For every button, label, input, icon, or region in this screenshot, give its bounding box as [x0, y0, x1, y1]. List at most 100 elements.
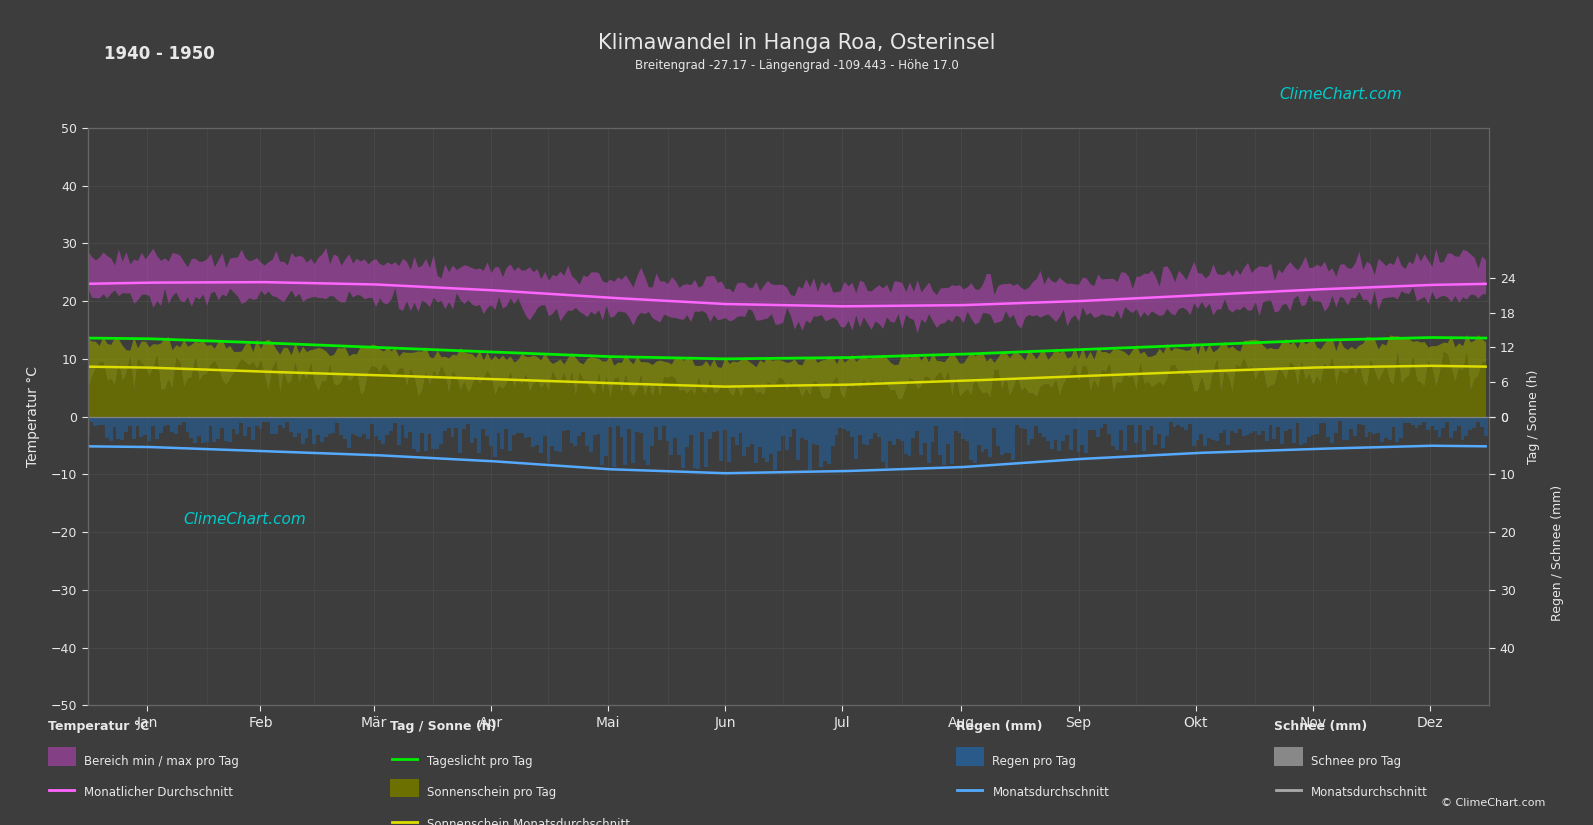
Bar	[674, 417, 677, 437]
Bar	[174, 417, 178, 434]
Bar	[650, 417, 655, 446]
Bar	[405, 417, 408, 437]
Bar	[94, 417, 97, 426]
Text: Monatlicher Durchschnitt: Monatlicher Durchschnitt	[84, 786, 234, 799]
Bar	[500, 417, 505, 449]
Bar	[766, 417, 769, 462]
Bar	[413, 417, 416, 449]
Bar	[1007, 417, 1012, 453]
Bar	[824, 417, 827, 460]
Bar	[551, 417, 554, 446]
Bar	[804, 417, 808, 440]
Bar	[1061, 417, 1066, 441]
Bar	[811, 417, 816, 444]
Bar	[1426, 417, 1431, 430]
Bar	[701, 417, 704, 432]
Bar	[1418, 417, 1423, 426]
Bar	[623, 417, 628, 465]
Bar	[1066, 417, 1069, 435]
Bar	[89, 417, 94, 422]
Bar	[443, 417, 446, 431]
Bar	[492, 417, 497, 457]
Bar	[1142, 417, 1145, 451]
Bar	[1338, 417, 1341, 422]
Bar	[865, 417, 870, 446]
Bar	[1172, 417, 1177, 427]
Bar	[1188, 417, 1192, 424]
Bar	[105, 417, 108, 438]
Bar	[1357, 417, 1360, 424]
Bar	[323, 417, 328, 437]
Bar	[511, 417, 516, 435]
Bar	[451, 417, 454, 437]
Bar	[892, 417, 897, 445]
Bar	[573, 417, 577, 446]
Bar	[677, 417, 680, 455]
Bar	[1276, 417, 1281, 427]
Bar	[1411, 417, 1415, 425]
Bar	[884, 417, 889, 468]
Bar	[712, 417, 715, 431]
Bar	[688, 417, 693, 435]
Bar	[854, 417, 857, 460]
Bar	[1380, 417, 1384, 441]
Bar	[1184, 417, 1188, 430]
Bar	[628, 417, 631, 429]
Bar	[342, 417, 347, 440]
Bar	[516, 417, 519, 433]
Bar	[1015, 417, 1020, 425]
Bar	[389, 417, 393, 431]
Bar	[1322, 417, 1327, 423]
Bar	[440, 417, 443, 445]
Bar	[1023, 417, 1026, 429]
Text: Regen (mm): Regen (mm)	[956, 720, 1042, 733]
Bar	[1096, 417, 1099, 437]
Bar	[1333, 417, 1338, 433]
Bar	[558, 417, 562, 452]
Bar	[612, 417, 616, 467]
Text: Schnee pro Tag: Schnee pro Tag	[1311, 755, 1402, 768]
Bar	[620, 417, 623, 436]
Bar	[900, 417, 903, 441]
Bar	[400, 417, 405, 425]
Bar	[631, 417, 636, 463]
Bar	[1126, 417, 1131, 425]
Bar	[159, 417, 162, 432]
Bar	[258, 417, 263, 430]
Bar	[147, 417, 151, 441]
Bar	[685, 417, 688, 447]
Bar	[639, 417, 642, 433]
Bar	[355, 417, 358, 436]
Bar	[231, 417, 236, 429]
Text: Bereich min / max pro Tag: Bereich min / max pro Tag	[84, 755, 239, 768]
Bar	[212, 417, 217, 442]
Bar	[1000, 417, 1004, 455]
Bar	[1207, 417, 1211, 438]
Bar	[1395, 417, 1399, 442]
Bar	[339, 417, 342, 435]
Bar	[707, 417, 712, 440]
Bar	[981, 417, 984, 451]
Bar	[696, 417, 701, 469]
Bar	[116, 417, 119, 439]
Bar	[1123, 417, 1126, 451]
Bar	[566, 417, 570, 431]
Bar	[1150, 417, 1153, 427]
Bar	[965, 417, 969, 441]
Bar	[185, 417, 190, 432]
Bar	[1257, 417, 1262, 436]
Bar	[86, 417, 89, 436]
Bar	[1303, 417, 1306, 443]
Bar	[589, 417, 593, 452]
Bar	[1442, 417, 1445, 427]
Bar	[1203, 417, 1207, 446]
Bar	[489, 417, 492, 446]
Bar	[604, 417, 609, 456]
Bar	[190, 417, 193, 438]
Bar	[166, 417, 170, 425]
Bar	[726, 417, 731, 462]
Text: 1940 - 1950: 1940 - 1950	[104, 45, 215, 64]
Bar	[1230, 417, 1235, 431]
Bar	[1388, 417, 1392, 441]
Bar	[331, 417, 336, 433]
